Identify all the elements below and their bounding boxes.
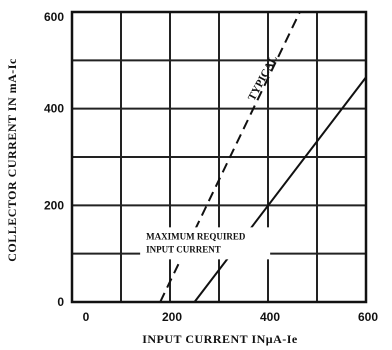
y-tick-label-400: 400 bbox=[44, 102, 64, 116]
x-tick-label-400: 400 bbox=[260, 310, 280, 324]
annotation-box bbox=[140, 227, 271, 260]
y-tick-label-200: 200 bbox=[44, 198, 64, 212]
y-tick-label-0: 0 bbox=[57, 295, 64, 309]
x-tick-label-0: 0 bbox=[83, 310, 90, 324]
plot-frame bbox=[70, 10, 368, 304]
annotation-max-required-line-2: INPUT CURRENT bbox=[146, 244, 221, 254]
x-axis-title: INPUT CURRENT INμA-Ie bbox=[142, 332, 298, 346]
x-tick-label-200: 200 bbox=[162, 310, 182, 324]
x-tick-label-600: 600 bbox=[358, 310, 378, 324]
y-tick-label-600: 600 bbox=[44, 10, 64, 24]
series-line-2 bbox=[193, 76, 367, 303]
annotation-max-required-line-1: MAXIMUM REQUIRED bbox=[146, 231, 246, 241]
y-axis-title: COLLECTOR CURRENT IN mA-Ic bbox=[5, 58, 19, 262]
tick-labels: 0 200 400 600 0 200 400 600 bbox=[44, 10, 378, 324]
